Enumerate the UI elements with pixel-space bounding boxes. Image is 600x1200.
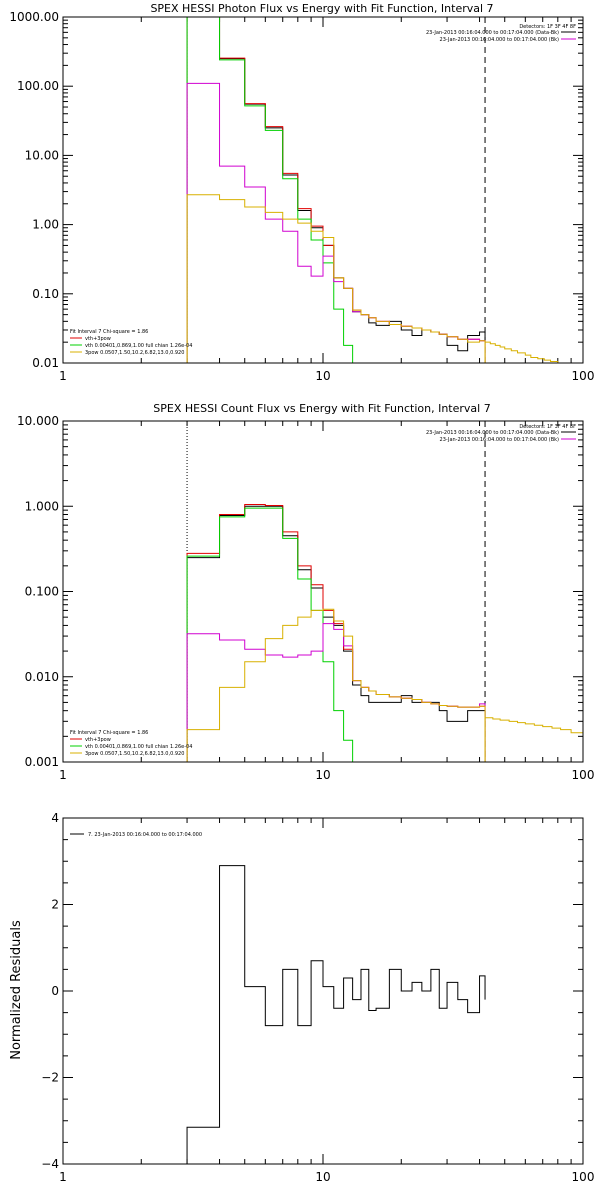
series-line-2 <box>186 17 354 363</box>
series-line-5 <box>484 341 566 363</box>
y-tick-label: 1000.00 <box>9 10 59 24</box>
x-tick-label: 100 <box>572 1170 595 1184</box>
series-line-4 <box>186 608 486 762</box>
legend-fit-interval: Fit Interval 7 Chi-square = 1.86 <box>70 329 148 335</box>
x-tick-label: 10 <box>315 768 330 782</box>
x-tick-label: 10 <box>315 1170 330 1184</box>
series-line-2 <box>186 507 354 762</box>
legend-bk: 23-Jan-2013 00:16:04.000 to 00:17:04.000… <box>440 37 560 43</box>
residuals-plot-area: 1 10 100 −4 −2 0 2 4 <box>41 811 594 1184</box>
y-tick-label: 1.00 <box>32 218 59 232</box>
photon-plot-area: 1 10 100 0.01 0.10 1.00 10.00 100.00 1000.00 <box>9 10 595 383</box>
y-tick-label: 10.00 <box>25 148 59 162</box>
residuals-y-axis-label: Normalized Residuals <box>9 920 24 1060</box>
photon-panel-title: SPEX HESSI Photon Flux vs Energy with Fi… <box>150 2 493 15</box>
plot-clip-group <box>186 421 583 762</box>
count-legend-top: Detectors: 1F 3F 4F 8F 23-Jan-2013 00:16… <box>426 424 576 443</box>
y-tick-label: −4 <box>41 1157 59 1171</box>
y-tick-label: −2 <box>41 1071 59 1085</box>
y-tick-label: 0.01 <box>32 356 59 370</box>
photon-legend-top: Detectors: 1F 3F 4F 8F 23-Jan-2013 00:16… <box>426 24 576 43</box>
legend-3pow: 3pow 0.0507,1.50,10.2,6.82,13.0,0.920 <box>85 751 184 757</box>
legend-bk: 23-Jan-2013 00:16:04.000 to 00:17:04.000… <box>440 437 560 443</box>
x-tick-label: 100 <box>572 369 595 383</box>
y-tick-label: 10.000 <box>17 414 59 428</box>
legend-vth3pow: vth+3pow <box>85 737 111 743</box>
count-panel-title: SPEX HESSI Count Flux vs Energy with Fit… <box>153 402 490 415</box>
x-tick-label: 100 <box>572 768 595 782</box>
series-line-4 <box>186 194 486 363</box>
series-line-5 <box>484 717 583 762</box>
legend-data-bk: 23-Jan-2013 00:16:04.000 to 00:17:04.000… <box>426 30 559 36</box>
plot-clip-group <box>186 865 486 1164</box>
series-line-1 <box>186 503 486 762</box>
legend-detectors: Detectors: 1F 3F 4F 8F <box>519 424 576 430</box>
plot-frame <box>62 817 584 1165</box>
y-tick-label: 100.00 <box>17 79 59 93</box>
plot-clip-group <box>186 17 566 363</box>
y-tick-label: 4 <box>51 811 59 825</box>
y-tick-label: 0.100 <box>25 585 59 599</box>
residuals-panel: 1 10 100 −4 −2 0 2 4 Normalized Residuals 7. 23… <box>9 811 594 1184</box>
count-legend-bottom: Fit Interval 7 Chi-square = 1.86 vth+3po… <box>70 730 192 757</box>
count-plot-area: 1 10 100 0.001 0.010 0.100 1.000 10.000 <box>17 414 595 782</box>
series-line-0 <box>186 505 486 762</box>
y-tick-label: 0.010 <box>25 670 59 684</box>
legend-fit-interval: Fit Interval 7 Chi-square = 1.86 <box>70 730 148 736</box>
residuals-legend: 7. 23-Jan-2013 00:16:04.000 to 00:17:04.… <box>70 832 202 838</box>
y-tick-label: 2 <box>51 898 59 912</box>
y-tick-label: 0.001 <box>25 755 59 769</box>
legend-vth: vth 0.00401,0.869,1.00 full chian 1.26e-… <box>85 744 192 750</box>
x-tick-label: 1 <box>59 369 67 383</box>
x-tick-label: 10 <box>315 369 330 383</box>
y-tick-label: 0 <box>51 984 59 998</box>
legend-data-bk: 23-Jan-2013 00:16:04.000 to 00:17:04.000… <box>426 430 559 436</box>
y-tick-label: 1.000 <box>25 499 59 513</box>
legend-vth: vth 0.00401,0.869,1.00 full chian 1.26e-… <box>85 343 192 349</box>
photon-legend-bottom: Fit Interval 7 Chi-square = 1.86 vth+3po… <box>70 329 192 356</box>
count-flux-panel: SPEX HESSI Count Flux vs Energy with Fit… <box>17 402 595 782</box>
series-line-3 <box>186 82 486 363</box>
plot-frame <box>62 16 584 364</box>
series-line-0 <box>186 865 486 1164</box>
x-tick-label: 1 <box>59 1170 67 1184</box>
y-tick-label: 0.10 <box>32 287 59 301</box>
plot-frame <box>62 420 584 763</box>
photon-flux-panel: SPEX HESSI Photon Flux vs Energy with Fi… <box>9 2 595 383</box>
legend-vth3pow: vth+3pow <box>85 336 111 342</box>
legend-3pow: 3pow 0.0507,1.50,10.2,6.82,13.0,0.920 <box>85 350 184 356</box>
legend-interval: 7. 23-Jan-2013 00:16:04.000 to 00:17:04.… <box>88 832 202 838</box>
legend-detectors: Detectors: 1F 3F 4F 8F <box>519 24 576 30</box>
x-tick-label: 1 <box>59 768 67 782</box>
series-line-3 <box>186 623 486 762</box>
